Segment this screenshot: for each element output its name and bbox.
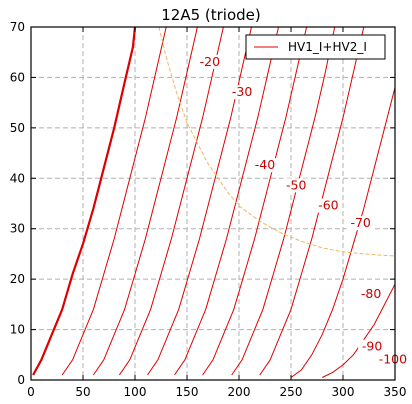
y-tick-label: 20	[10, 272, 25, 286]
curve-label-bg	[358, 339, 387, 354]
legend: HV1_I+HV2_I	[245, 34, 386, 60]
chart-title: 12A5 (triode)	[161, 6, 261, 24]
plate-curves	[32, 27, 395, 378]
curve-label: -40	[255, 157, 275, 172]
plate-curve-minus-60	[202, 27, 308, 376]
x-tick-label: 150	[176, 385, 199, 399]
y-tick-label: 70	[10, 20, 25, 34]
curve-label: -70	[350, 215, 370, 230]
axis-ticks: 0 50 100 150 200 250 300 350 0 10 20 30 40 50 60 70	[10, 20, 407, 399]
curve-label: -60	[318, 198, 338, 213]
curve-label: -20	[200, 54, 220, 69]
curve-label-bg	[346, 216, 375, 231]
curve-label: -80	[361, 286, 381, 301]
plate-curve-minus-10	[61, 27, 167, 376]
x-tick-label: 300	[332, 385, 355, 399]
x-tick-label: 200	[228, 385, 251, 399]
plate-curve-minus-70	[231, 27, 336, 376]
curve-label-bg	[195, 54, 224, 69]
curve-labels: -20 -30 -40 -50 -60 -70 -80 -90-100	[195, 54, 411, 367]
curve-label-bg	[228, 85, 257, 100]
curve-label: -50	[286, 177, 306, 192]
curve-label: -30	[232, 84, 252, 99]
dissipation-limit	[158, 27, 395, 257]
y-tick-label: 50	[10, 121, 25, 135]
curve-label: -100	[379, 351, 407, 366]
plot-frame	[30, 26, 396, 381]
x-tick-label: 350	[384, 385, 407, 399]
y-tick-label: 40	[10, 171, 25, 185]
dissipation-curve	[158, 27, 395, 257]
plate-curve-minus-90	[290, 87, 395, 378]
curve-label-bg	[374, 352, 411, 367]
plate-curve-minus-30	[118, 27, 224, 376]
y-tick-label: 30	[10, 222, 25, 236]
x-tick-label: 50	[75, 385, 90, 399]
plate-curve-minus-50	[174, 27, 279, 376]
y-tick-label: 10	[10, 323, 25, 337]
plate-curve-0	[32, 27, 137, 376]
y-tick-label: 60	[10, 70, 25, 84]
x-tick-label: 0	[27, 385, 35, 399]
legend-entry: HV1_I+HV2_I	[288, 40, 367, 54]
curve-label-bg	[314, 198, 343, 213]
y-tick-label: 0	[17, 373, 25, 387]
curve-label-bg	[251, 158, 279, 173]
x-tick-label: 100	[124, 385, 147, 399]
plate-curve-minus-40	[147, 27, 252, 376]
x-tick-label: 250	[280, 385, 303, 399]
curve-label: -90	[362, 339, 382, 354]
plate-curve-minus-80	[259, 27, 365, 376]
curve-label-bg	[282, 178, 311, 193]
curve-label-bg	[357, 286, 386, 301]
